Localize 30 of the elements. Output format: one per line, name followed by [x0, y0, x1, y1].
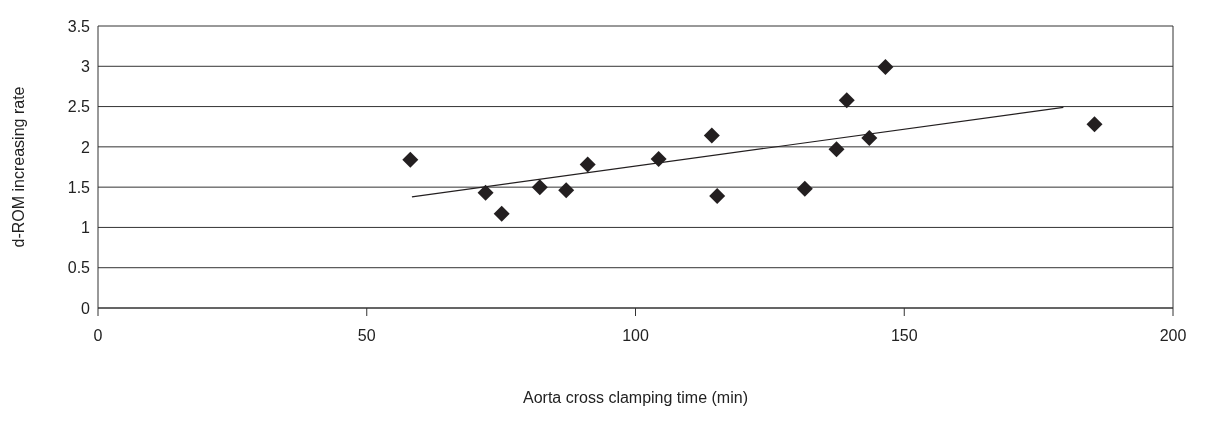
- x-tick-label: 50: [357, 327, 376, 345]
- x-tick-label: 100: [622, 327, 649, 345]
- point: [861, 129, 878, 146]
- y-tick-label: 2: [81, 138, 91, 156]
- y-tick-label: 2.5: [67, 98, 91, 116]
- y-tick-label: 0: [81, 299, 91, 317]
- point: [402, 151, 419, 168]
- point: [828, 141, 845, 158]
- x-tick-label: 200: [1159, 327, 1187, 345]
- point: [579, 156, 596, 173]
- point: [493, 205, 510, 222]
- point: [877, 59, 894, 76]
- point: [1086, 116, 1103, 133]
- y-tick-label: 3.5: [67, 17, 91, 35]
- point: [531, 179, 548, 196]
- y-tick-label: 0.5: [67, 259, 91, 277]
- x-axis-title: Aorta cross clamping time (min): [523, 389, 748, 406]
- y-tick-label: 1.5: [67, 178, 91, 196]
- point: [477, 184, 494, 201]
- x-tick-label: 0: [93, 327, 103, 345]
- point: [838, 92, 855, 109]
- point: [703, 127, 720, 144]
- point: [709, 188, 726, 205]
- y-tick-label: 1: [81, 219, 91, 237]
- point: [650, 150, 667, 167]
- point: [558, 182, 575, 199]
- point: [796, 180, 813, 197]
- y-tick-label: 3: [81, 57, 91, 75]
- x-tick-label: 150: [890, 327, 918, 345]
- y-axis-title: d-ROM increasing rate: [9, 86, 27, 248]
